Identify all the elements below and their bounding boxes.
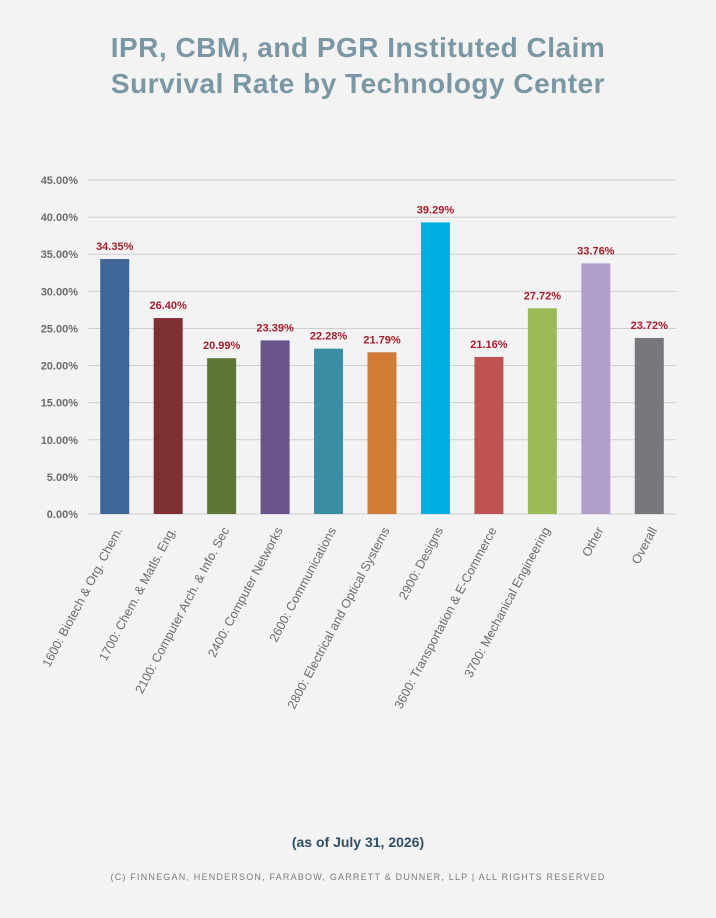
bar bbox=[420, 222, 450, 514]
title-line-1: IPR, CBM, and PGR Instituted Claim bbox=[110, 32, 606, 63]
y-tick-label: 30.00% bbox=[41, 286, 79, 298]
bar bbox=[581, 263, 611, 514]
bar bbox=[367, 352, 397, 514]
x-tick-label: 2800: Electrical and Optical Systems bbox=[285, 525, 393, 711]
data-label: 22.28% bbox=[310, 331, 348, 343]
y-tick-label: 0.00% bbox=[47, 509, 78, 521]
data-label: 33.76% bbox=[577, 245, 615, 257]
chart-title: IPR, CBM, and PGR Instituted Claim Survi… bbox=[0, 30, 716, 102]
data-label: 39.29% bbox=[417, 204, 455, 216]
data-label: 21.16% bbox=[470, 339, 508, 351]
bar bbox=[260, 340, 290, 514]
x-axis-tick-labels: 1600: Biotech & Org. Chem.1700: Chem. & … bbox=[40, 525, 660, 711]
data-label: 27.72% bbox=[524, 290, 562, 302]
y-tick-label: 10.00% bbox=[41, 435, 79, 447]
bars bbox=[100, 222, 664, 514]
data-label: 23.72% bbox=[631, 320, 669, 332]
data-label: 21.79% bbox=[363, 334, 401, 346]
bar bbox=[314, 348, 344, 514]
bar bbox=[527, 308, 557, 514]
y-tick-label: 35.00% bbox=[41, 249, 79, 261]
y-tick-label: 20.00% bbox=[41, 361, 79, 373]
y-tick-label: 40.00% bbox=[41, 212, 79, 224]
x-tick-label: Other bbox=[579, 525, 606, 559]
bar bbox=[207, 358, 237, 514]
y-tick-label: 15.00% bbox=[41, 398, 79, 410]
y-tick-label: 25.00% bbox=[41, 323, 79, 335]
bar-chart: 0.00% 5.00% 10.00% 15.00% 20.00% 25.00% 30.00%… bbox=[40, 175, 676, 711]
bar bbox=[634, 337, 664, 514]
y-tick-label: 45.00% bbox=[41, 175, 79, 187]
data-label: 23.39% bbox=[256, 322, 294, 334]
y-tick-label: 5.00% bbox=[47, 472, 78, 484]
x-tick-label: Overall bbox=[629, 525, 660, 567]
bar bbox=[153, 318, 183, 514]
data-labels: 34.35% 26.40% 20.99% 23.39% 22.28% 21.79% 39.2… bbox=[96, 204, 668, 352]
data-label: 20.99% bbox=[203, 340, 241, 352]
bar bbox=[100, 259, 130, 514]
copyright-notice: (c) Finnegan, Henderson, Farabow, Garret… bbox=[110, 872, 606, 882]
y-axis-tick-labels: 0.00% 5.00% 10.00% 15.00% 20.00% 25.00% 30.00%… bbox=[41, 175, 79, 521]
title-line-2: Survival Rate by Technology Center bbox=[110, 68, 606, 99]
bar bbox=[474, 356, 504, 514]
date-note: (as of July 31, 2026) bbox=[291, 834, 425, 850]
x-tick-label: 3600: Transportation & E-Commerce bbox=[392, 525, 500, 711]
data-label: 26.40% bbox=[150, 300, 188, 312]
x-tick-label: 2100: Computer Arch. & Info. Sec bbox=[132, 525, 232, 696]
x-tick-label: 2900: Designs bbox=[396, 525, 446, 602]
data-label: 34.35% bbox=[96, 241, 134, 253]
